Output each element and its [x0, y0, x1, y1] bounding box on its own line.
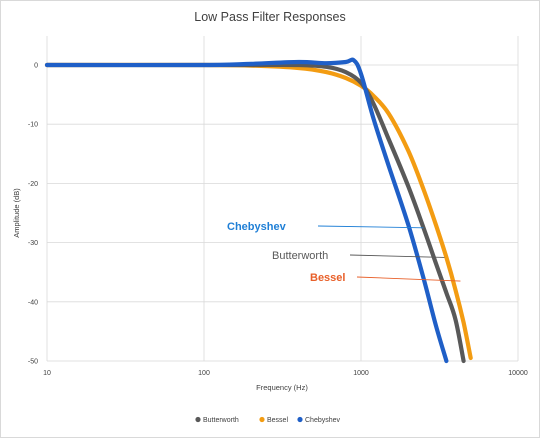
- y-tick-label: -10: [28, 122, 38, 129]
- legend-marker-butterworth: [195, 416, 201, 423]
- legend-marker-chebyshev: [297, 416, 303, 423]
- y-tick-label: -50: [28, 359, 38, 366]
- annotation-leader-butterworth: [349, 254, 445, 258]
- x-axis-title: Frequency (Hz): [256, 383, 308, 392]
- legend-label-chebyshev: Chebyshev: [305, 417, 341, 424]
- y-tick-label: -40: [28, 299, 38, 306]
- annotation-leader-chebyshev: [317, 225, 424, 229]
- annotation-leader-bessel: [356, 276, 461, 282]
- legend: Butterworth Bessel Chebyshev: [195, 416, 341, 424]
- series-line-butterworth: [44, 62, 466, 364]
- chart-title: Low Pass Filter Responses: [194, 10, 345, 24]
- y-tick-label: 0: [34, 63, 38, 70]
- annotation-layer: Chebyshev Butterworth Bessel: [227, 221, 461, 284]
- x-tick-label: 10: [43, 370, 51, 377]
- annotation-butterworth: Butterworth: [272, 250, 328, 262]
- legend-label-butterworth: Butterworth: [203, 417, 239, 424]
- x-tick-label: 1000: [353, 370, 369, 377]
- series-layer: [44, 57, 473, 364]
- legend-label-bessel: Bessel: [267, 417, 288, 424]
- annotation-chebyshev: Chebyshev: [227, 221, 287, 233]
- annotation-bessel: Bessel: [310, 272, 345, 284]
- legend-marker-bessel: [259, 416, 265, 423]
- x-tick-label: 10000: [508, 370, 528, 377]
- series-line-bessel: [44, 62, 473, 361]
- tick-labels: 10 100 1000 10000 0 -10 -20 -30 -40 -50: [28, 63, 528, 378]
- y-tick-label: -20: [28, 181, 38, 188]
- y-tick-label: -30: [28, 240, 38, 247]
- grid-lines: [46, 36, 519, 362]
- y-axis-title: Amplitude (dB): [12, 188, 21, 238]
- x-tick-label: 100: [198, 370, 210, 377]
- series-line-chebyshev: [44, 57, 449, 364]
